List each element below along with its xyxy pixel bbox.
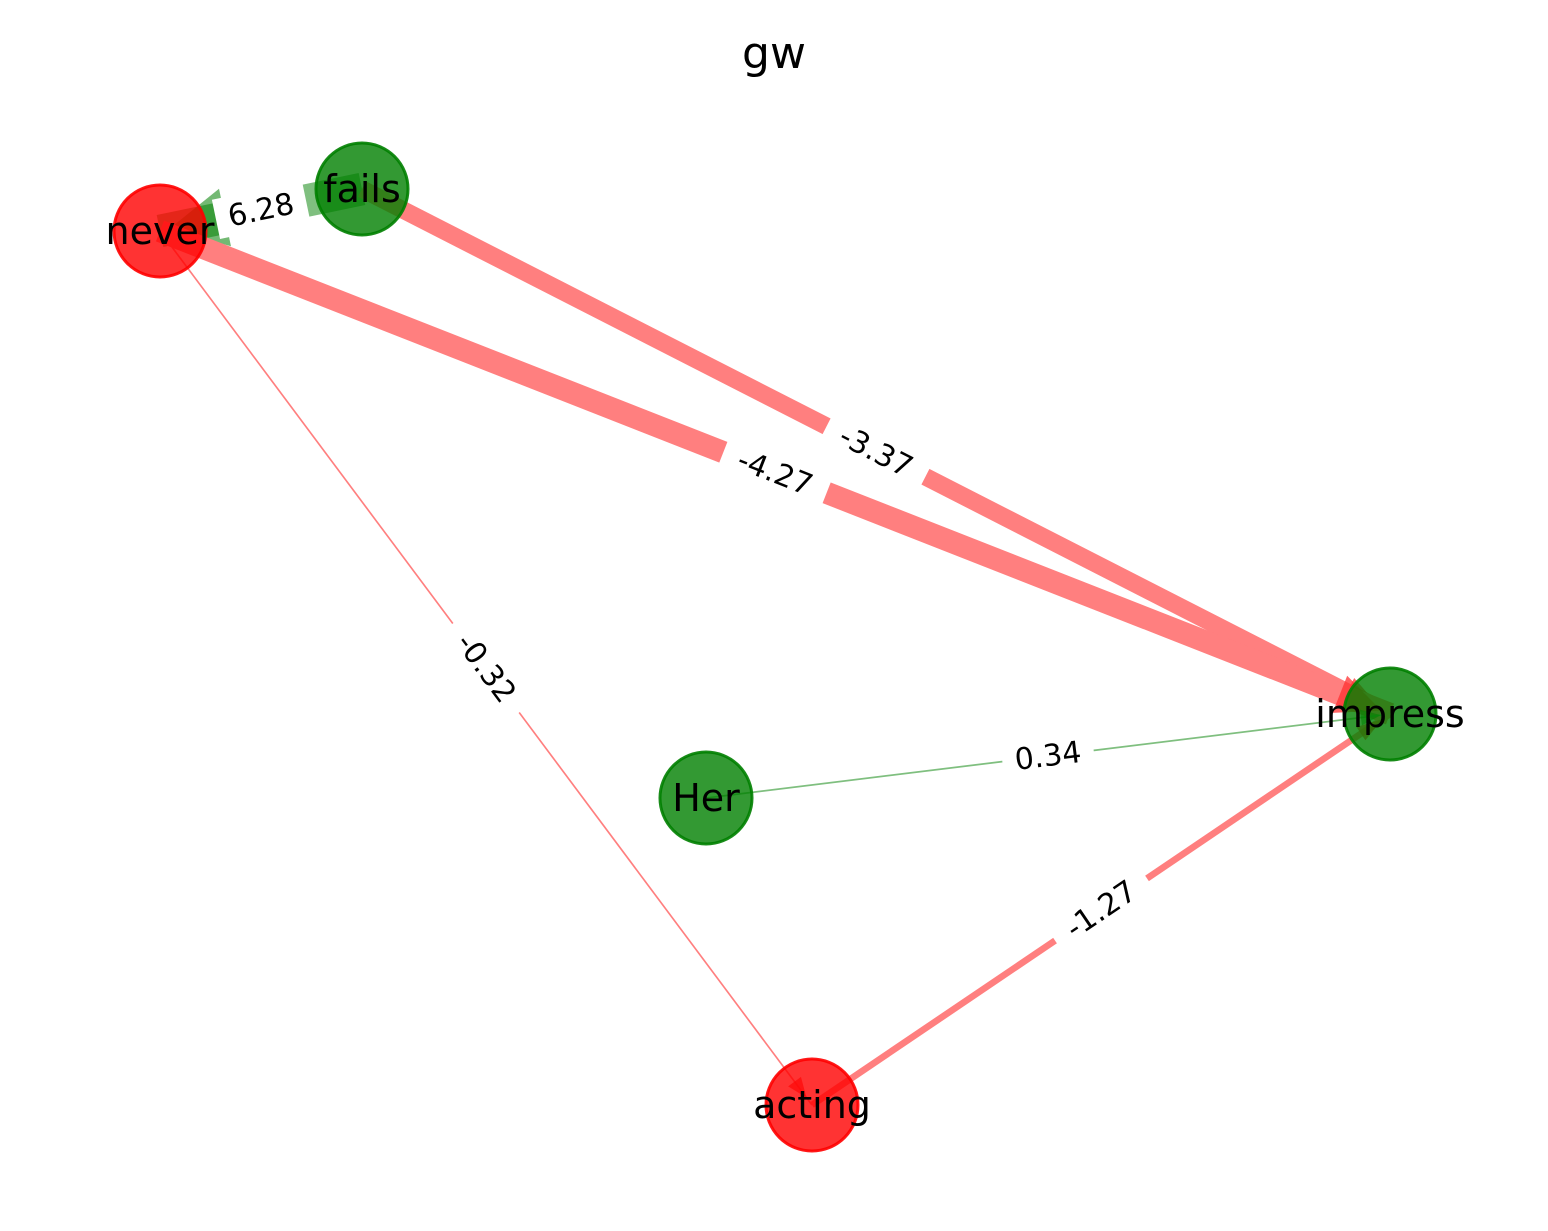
edge-label-background [817,408,935,495]
node-label: fails [323,167,401,211]
edge-label-background [999,730,1097,782]
node-label: Her [672,776,740,820]
edge-label-Her-impress: 0.34 [999,730,1097,782]
edge-label-background [211,181,311,239]
graph-title: gw [742,28,806,79]
node-never: never [106,183,215,279]
node-circle [1342,666,1438,762]
edge-label-never-acting: -0.32 [436,611,536,725]
edge-label-fails-never: 6.28 [211,181,311,239]
edge-label-acting-impress: -1.27 [1043,861,1159,958]
node-circle [658,750,754,846]
edge-label-fails-impress: -3.37 [817,408,935,495]
edge-label-never-impress: -4.27 [716,433,834,512]
node-impress: impress [1315,666,1465,762]
edge-label-background [716,433,834,512]
node-circle [112,183,208,279]
node-circle [764,1057,860,1153]
nodes-layer: never fails impress Her acting [106,141,1465,1153]
edge-label-background [1043,861,1159,958]
node-circle [314,141,410,237]
node-fails: fails [314,141,410,237]
node-acting: acting [753,1057,871,1153]
edge-weight-text: 0.34 [1013,735,1084,778]
node-label: never [106,209,215,253]
edge-label-background [436,611,536,725]
node-label: acting [753,1083,871,1127]
node-label: impress [1315,692,1464,736]
edges-layer [155,173,1395,1108]
edge-weight-text: 6.28 [225,187,298,235]
edge-weight-text: -1.27 [1059,874,1143,946]
node-Her: Her [658,750,754,846]
edge-weight-text: -3.37 [833,419,918,485]
